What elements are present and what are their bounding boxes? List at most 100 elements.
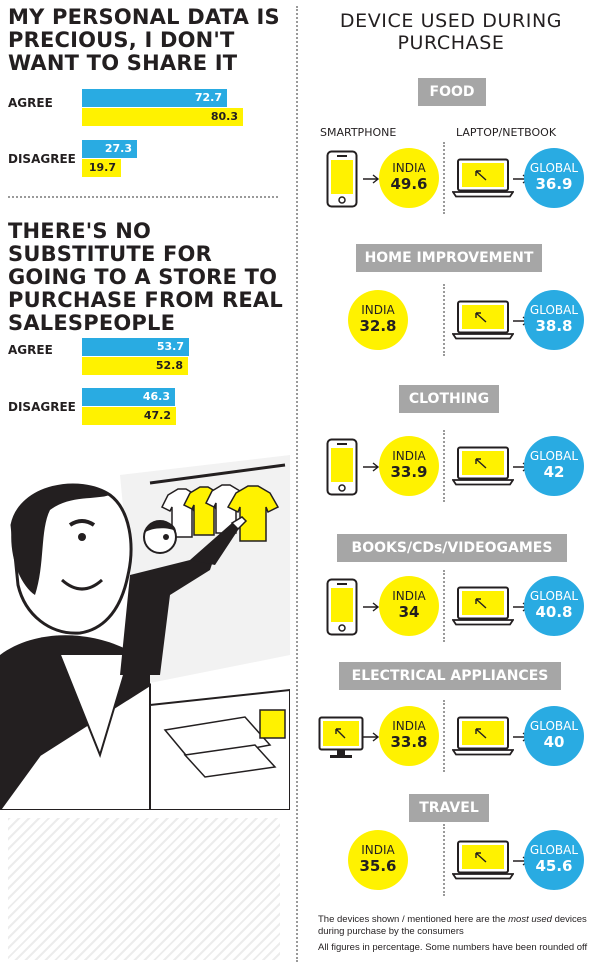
global-label: GLOBAL <box>529 719 579 733</box>
india-value-circle: INDIA 33.8 <box>379 706 439 766</box>
laptop-icon <box>451 840 515 885</box>
row-separator <box>443 430 445 502</box>
bar-value-label: 52.8 <box>155 359 183 372</box>
india-label: INDIA <box>392 589 426 603</box>
laptop-icon <box>451 586 515 631</box>
bar-value-label: 80.3 <box>210 110 238 123</box>
india-label: INDIA <box>361 843 395 857</box>
category-tag: FOOD <box>418 78 486 106</box>
india-label: INDIA <box>392 719 426 733</box>
india-value-circle: INDIA 32.8 <box>348 290 408 350</box>
footnote-figures: All figures in percentage. Some numbers … <box>318 942 588 953</box>
global-label: GLOBAL <box>529 589 579 603</box>
shopping-bag-icon <box>259 709 286 739</box>
india-value: 34 <box>398 603 420 621</box>
device-section-title: DEVICE USED DURING PURCHASE <box>339 10 563 54</box>
india-value: 35.6 <box>359 857 397 875</box>
india-label: INDIA <box>392 161 426 175</box>
customer-figure <box>0 483 151 810</box>
receipt-paper <box>183 744 277 778</box>
bar-blue-disagree: 46.3 <box>82 388 175 406</box>
smartphone-icon <box>326 578 358 641</box>
global-value: 45.6 <box>535 857 573 875</box>
laptop-icon <box>451 158 515 203</box>
global-value: 40.8 <box>535 603 573 621</box>
footnote-devices: The devices shown / mentioned here are t… <box>318 914 598 938</box>
shopping-illustration <box>0 455 290 810</box>
q2-agree-label: AGREE <box>8 343 53 357</box>
bar-blue-disagree: 27.3 <box>82 140 137 158</box>
footnote-text: The devices shown / mentioned here are t… <box>318 914 509 925</box>
global-value: 38.8 <box>535 317 573 335</box>
india-value-circle: INDIA 49.6 <box>379 148 439 208</box>
global-value: 40 <box>543 733 565 751</box>
global-label: GLOBAL <box>529 303 579 317</box>
row-separator <box>443 284 445 356</box>
row-separator <box>443 700 445 772</box>
global-value-circle: GLOBAL 40.8 <box>524 576 584 636</box>
global-label: GLOBAL <box>529 843 579 857</box>
column-divider <box>296 6 298 962</box>
arrow-right-icon <box>363 462 380 472</box>
hatched-panel <box>8 818 280 960</box>
bar-value-label: 19.7 <box>88 161 116 174</box>
row-separator <box>443 570 445 642</box>
q1-disagree-label: DISAGREE <box>8 152 76 166</box>
global-label: GLOBAL <box>529 449 579 463</box>
arrow-right-icon <box>363 732 380 742</box>
survey-question-1-title: MY PERSONAL DATA IS PRECIOUS, I DON'T WA… <box>8 5 280 75</box>
global-value-circle: GLOBAL 40 <box>524 706 584 766</box>
global-value: 42 <box>543 463 565 481</box>
india-label: INDIA <box>361 303 395 317</box>
survey-question-2-title: THERE'S NO SUBSTITUTE FOR GOING TO A STO… <box>8 219 283 335</box>
laptop-icon <box>451 300 515 345</box>
laptop-icon <box>451 716 515 761</box>
bar-yellow-agree: 80.3 <box>82 108 243 126</box>
row-separator <box>443 824 445 896</box>
category-tag: BOOKS/CDs/VIDEOGAMES <box>337 534 567 562</box>
global-value-circle: GLOBAL 38.8 <box>524 290 584 350</box>
global-value: 36.9 <box>535 175 573 193</box>
bar-value-label: 46.3 <box>142 390 170 403</box>
row-separator <box>443 142 445 214</box>
salesperson-figure <box>120 516 248 675</box>
bar-blue-agree: 72.7 <box>82 89 227 107</box>
category-tag: ELECTRICAL APPLIANCES <box>339 662 561 690</box>
bar-value-label: 53.7 <box>156 340 184 353</box>
smartphone-icon <box>326 150 358 213</box>
q2-disagree-label: DISAGREE <box>8 400 76 414</box>
global-value-circle: GLOBAL 36.9 <box>524 148 584 208</box>
category-tag: HOME IMPROVEMENT <box>356 244 542 272</box>
desktop-icon <box>318 716 364 765</box>
smartphone-icon <box>326 438 358 501</box>
category-tag: CLOTHING <box>399 385 499 413</box>
global-value-circle: GLOBAL 45.6 <box>524 830 584 890</box>
smartphone-column-label: SMARTPHONE <box>320 126 397 139</box>
global-label: GLOBAL <box>529 161 579 175</box>
footnote-text: devices during purchase by the consumers <box>318 914 587 937</box>
india-value: 33.8 <box>390 733 428 751</box>
india-value-circle: INDIA 33.9 <box>379 436 439 496</box>
india-value: 33.9 <box>390 463 428 481</box>
bar-blue-agree: 53.7 <box>82 338 189 356</box>
india-label: INDIA <box>392 449 426 463</box>
footnote-emphasis: most used <box>508 914 552 925</box>
bar-value-label: 27.3 <box>104 142 132 155</box>
clothes-rail <box>149 463 286 485</box>
section-divider <box>8 196 278 198</box>
bar-value-label: 47.2 <box>143 409 171 422</box>
q1-agree-label: AGREE <box>8 96 53 110</box>
bar-yellow-disagree: 19.7 <box>82 159 121 177</box>
arrow-right-icon <box>363 602 380 612</box>
laptop-column-label: LAPTOP/NETBOOK <box>456 126 557 139</box>
bar-yellow-disagree: 47.2 <box>82 407 176 425</box>
india-value: 32.8 <box>359 317 397 335</box>
laptop-icon <box>451 446 515 491</box>
india-value-circle: INDIA 35.6 <box>348 830 408 890</box>
india-value-circle: INDIA 34 <box>379 576 439 636</box>
india-value: 49.6 <box>390 175 428 193</box>
bar-yellow-agree: 52.8 <box>82 357 188 375</box>
arrow-right-icon <box>363 174 380 184</box>
bar-value-label: 72.7 <box>194 91 222 104</box>
category-tag: TRAVEL <box>409 794 489 822</box>
